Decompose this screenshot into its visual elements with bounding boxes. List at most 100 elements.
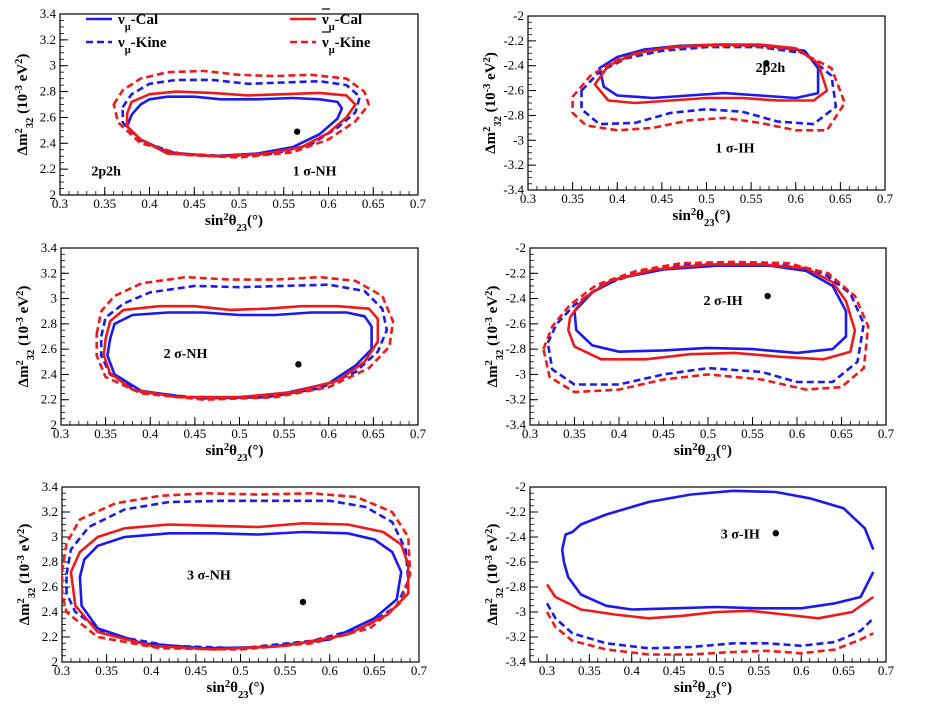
- panel-nh2: 0.3 0.35 0.4 0.45 0.5 0.55 0.6 0.65 0.7 2 2.2 2.4 2.…: [15, 240, 427, 464]
- y-tick-label: 2.6: [40, 109, 57, 124]
- contour--kine: [571, 44, 847, 132]
- x-axis-title: sin2θ23(°): [207, 679, 265, 701]
- y-tick-label: 2.8: [40, 84, 56, 99]
- x-tick-label: 0.35: [578, 663, 601, 678]
- contour--cal: [69, 521, 410, 651]
- best-fit-point: [763, 60, 770, 67]
- contour--cal: [125, 90, 357, 158]
- panel-nh3: 0.3 0.35 0.4 0.45 0.5 0.55 0.6 0.65 0.7 2 2.2 2.4 2.…: [16, 479, 428, 701]
- x-axis-title: sin2θ23(°): [674, 679, 732, 701]
- contour--cal: [102, 304, 380, 399]
- x-tick-label: 0.5: [231, 196, 247, 211]
- x-tick-label: 0.7: [411, 663, 428, 678]
- y-tick-label: -2.2: [505, 265, 526, 280]
- contour--kine: [546, 261, 866, 386]
- x-tick-label: 0.3: [54, 663, 70, 678]
- y-tick-label: -2.8: [503, 107, 524, 122]
- y-tick-label: 2.6: [41, 341, 58, 356]
- contour--kine: [121, 78, 362, 158]
- x-tick-label: 0.5: [708, 663, 724, 678]
- best-fit-point: [293, 128, 301, 135]
- x-tick-label: 0.55: [274, 663, 297, 678]
- contour--kine: [542, 260, 870, 394]
- x-tick-label: 0.3: [522, 426, 538, 441]
- contour--kine: [95, 275, 395, 402]
- y-axis-title: Δm232 (10-3 eV2): [15, 286, 37, 388]
- x-tick-label: 0.45: [652, 426, 675, 441]
- x-tick-label: 0.4: [624, 663, 641, 678]
- panel-ih1: 0.3 0.35 0.4 0.45 0.5 0.55 0.6 0.65 0.7 -3.4 -3.2 -…: [482, 8, 894, 229]
- y-tick-label: 3: [51, 291, 58, 306]
- legend-label: νμ-Kine: [117, 35, 167, 56]
- y-tick-label: -2.4: [505, 529, 526, 544]
- y-tick-label: -3.2: [503, 157, 524, 172]
- contours: [62, 491, 412, 651]
- x-tick-label: 0.6: [793, 663, 810, 678]
- x-tick-label: 0.65: [830, 426, 853, 441]
- panel-annotation: 1 σ-IH: [715, 142, 754, 157]
- y-tick-label: 2.4: [40, 135, 57, 150]
- x-tick-label: 0.35: [561, 191, 584, 206]
- x-tick-label: 0.5: [700, 426, 716, 441]
- y-tick-label: 2.8: [42, 554, 58, 569]
- y-axis-title: Δm232 (10-3 eV2): [484, 286, 506, 388]
- best-fit-point: [764, 292, 771, 300]
- contour--kine: [545, 611, 874, 656]
- x-tick-label: 0.45: [184, 426, 207, 441]
- x-tick-label: 0.65: [829, 191, 852, 206]
- panel-annotation: 2p2h: [756, 61, 786, 76]
- y-tick-label: 2.6: [42, 579, 59, 594]
- x-tick-label: 0.65: [832, 663, 855, 678]
- y-tick-label: 2: [50, 187, 57, 202]
- y-tick-label: 2.4: [41, 366, 58, 381]
- x-tick-label: 0.35: [93, 196, 116, 211]
- panel-nh1: 0.3 0.35 0.4 0.45 0.5 0.55 0.6 0.65 0.7 2 2.2 2.4 2.…: [14, 6, 427, 234]
- y-tick-label: -2.8: [505, 341, 526, 356]
- y-tick-label: -3.4: [505, 654, 526, 669]
- x-tick-label: 0.35: [563, 426, 586, 441]
- y-tick-label: -3.2: [505, 392, 526, 407]
- panel-annotation: 2 σ-IH: [704, 294, 743, 309]
- x-tick-label: 0.3: [52, 196, 68, 211]
- y-tick-label: -2.6: [503, 83, 524, 98]
- panel-ih2: 0.3 0.35 0.4 0.45 0.5 0.55 0.6 0.65 0.7 -3.4 -3.2 -…: [484, 240, 895, 464]
- x-tick-label: 0.4: [609, 191, 626, 206]
- y-tick-label: -3: [515, 366, 526, 381]
- y-tick-label: 2.2: [40, 161, 56, 176]
- contours: [545, 489, 875, 656]
- contour--kine: [580, 45, 838, 126]
- y-tick-label: 3.2: [42, 504, 58, 519]
- x-tick-label: 0.7: [877, 191, 894, 206]
- x-tick-label: 0.65: [362, 196, 385, 211]
- x-tick-label: 0.35: [94, 426, 117, 441]
- plot-frame: [529, 486, 887, 663]
- y-tick-label: -3.2: [505, 629, 526, 644]
- panel-annotation: 2 σ-NH: [164, 347, 208, 362]
- x-tick-label: 0.6: [788, 191, 805, 206]
- x-tick-label: 0.55: [741, 426, 764, 441]
- x-tick-label: 0.55: [273, 426, 296, 441]
- x-tick-label: 0.6: [322, 663, 339, 678]
- x-tick-label: 0.55: [747, 663, 770, 678]
- x-tick-label: 0.45: [663, 663, 686, 678]
- x-tick-label: 0.5: [698, 191, 714, 206]
- y-tick-label: -3.4: [505, 417, 526, 432]
- contours: [112, 69, 371, 159]
- y-tick-label: 3.4: [42, 479, 59, 494]
- y-axis-title: Δm232 (10-3 eV2): [14, 54, 36, 156]
- x-tick-label: 0.65: [363, 663, 386, 678]
- x-tick-label: 0.4: [611, 426, 628, 441]
- x-tick-label: 0.45: [183, 196, 206, 211]
- contours: [571, 43, 847, 132]
- y-tick-label: 2.2: [42, 629, 58, 644]
- x-tick-label: 0.6: [789, 426, 806, 441]
- contour--cal-upper-: [560, 489, 875, 563]
- x-tick-label: 0.5: [232, 663, 248, 678]
- y-tick-label: 3: [52, 529, 59, 544]
- x-axis-title: sin2θ23(°): [206, 442, 264, 464]
- x-tick-label: 0.7: [410, 426, 427, 441]
- y-tick-label: 3.2: [41, 265, 57, 280]
- contour--kine: [65, 499, 410, 650]
